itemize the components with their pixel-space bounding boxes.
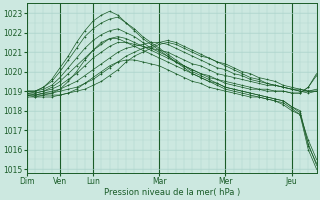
X-axis label: Pression niveau de la mer( hPa ): Pression niveau de la mer( hPa ) — [104, 188, 240, 197]
